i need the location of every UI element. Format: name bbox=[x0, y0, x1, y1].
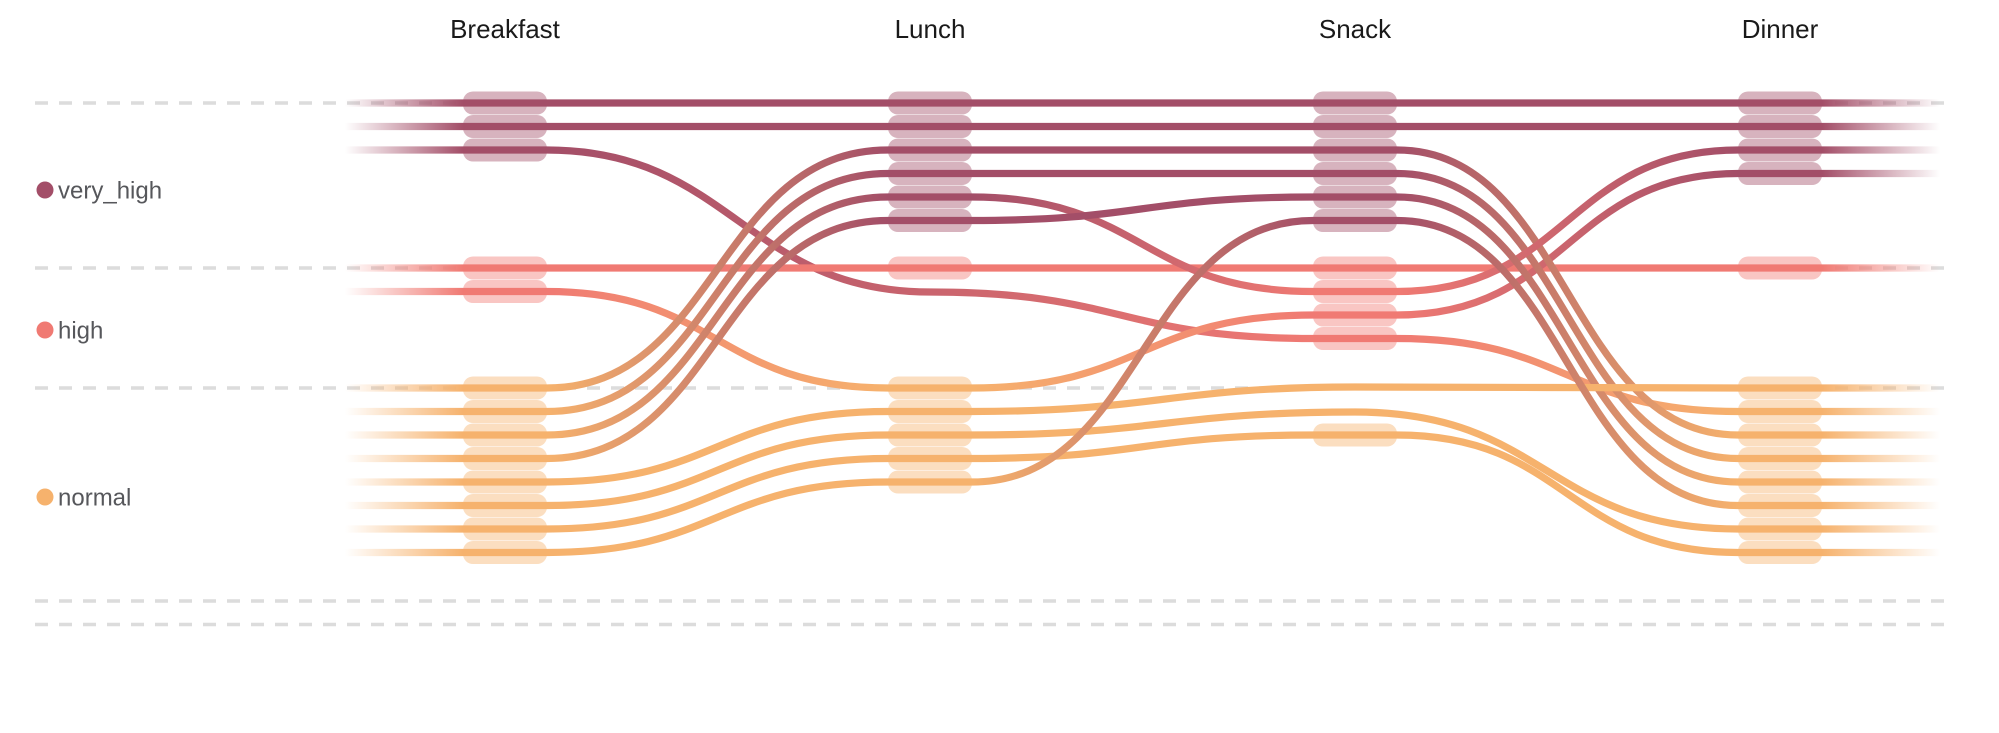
legend-swatch-normal-icon bbox=[36, 488, 54, 506]
flow-line[interactable] bbox=[341, 193, 1944, 486]
column-label-breakfast: Breakfast bbox=[450, 14, 561, 44]
legend-swatch-very-high-icon bbox=[36, 181, 54, 199]
legend-label-normal: normal bbox=[58, 485, 131, 512]
column-label-lunch: Lunch bbox=[895, 14, 966, 44]
flow-line[interactable] bbox=[341, 431, 1944, 557]
flow-line[interactable] bbox=[341, 146, 1944, 439]
legend-label-high: high bbox=[58, 318, 103, 345]
legend: very_high high normal bbox=[36, 178, 163, 512]
legend-item-very-high[interactable]: very_high bbox=[36, 178, 163, 205]
flow-line[interactable] bbox=[341, 383, 1944, 486]
flow-line[interactable] bbox=[341, 146, 1944, 416]
flow-line[interactable] bbox=[341, 169, 1944, 463]
column-label-dinner: Dinner bbox=[1742, 14, 1819, 44]
flow-line[interactable] bbox=[341, 216, 1944, 557]
node-pills bbox=[463, 91, 1822, 564]
column-labels: Breakfast Lunch Snack Dinner bbox=[450, 14, 1819, 44]
legend-item-normal[interactable]: normal bbox=[36, 485, 132, 512]
column-label-snack: Snack bbox=[1319, 14, 1392, 44]
flow-line[interactable] bbox=[341, 146, 1944, 439]
flow-line[interactable] bbox=[341, 408, 1944, 533]
legend-label-very-high: very_high bbox=[58, 178, 162, 205]
legend-swatch-high-icon bbox=[36, 321, 54, 339]
flow-lines bbox=[341, 99, 1944, 557]
legend-item-high[interactable]: high bbox=[36, 318, 104, 345]
